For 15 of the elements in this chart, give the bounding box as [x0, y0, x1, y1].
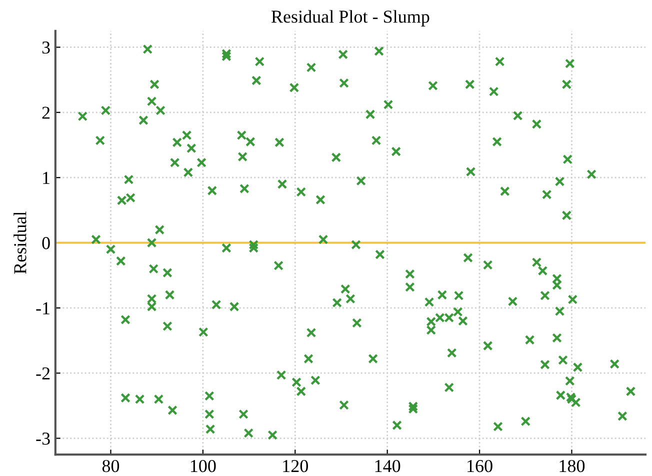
y-axis-title: Residual: [14, 212, 26, 274]
chart-title: Residual Plot - Slump: [271, 10, 430, 26]
y-tick-label: -2: [36, 367, 50, 380]
y-tick-label: -3: [36, 432, 50, 445]
x-tick-label: 100: [190, 460, 216, 472]
y-tick-label: 0: [42, 237, 50, 250]
y-tick-label: 2: [42, 106, 50, 119]
x-tick-label: 120: [283, 460, 308, 472]
y-tick-label: 1: [43, 172, 50, 184]
y-tick-label: 3: [42, 42, 50, 54]
x-tick-label: 140: [375, 460, 400, 472]
x-tick-label: 160: [468, 460, 492, 472]
x-tick-label: 180: [560, 460, 585, 472]
y-tick-label: -1: [36, 302, 50, 314]
x-tick-label: 80: [102, 460, 120, 472]
